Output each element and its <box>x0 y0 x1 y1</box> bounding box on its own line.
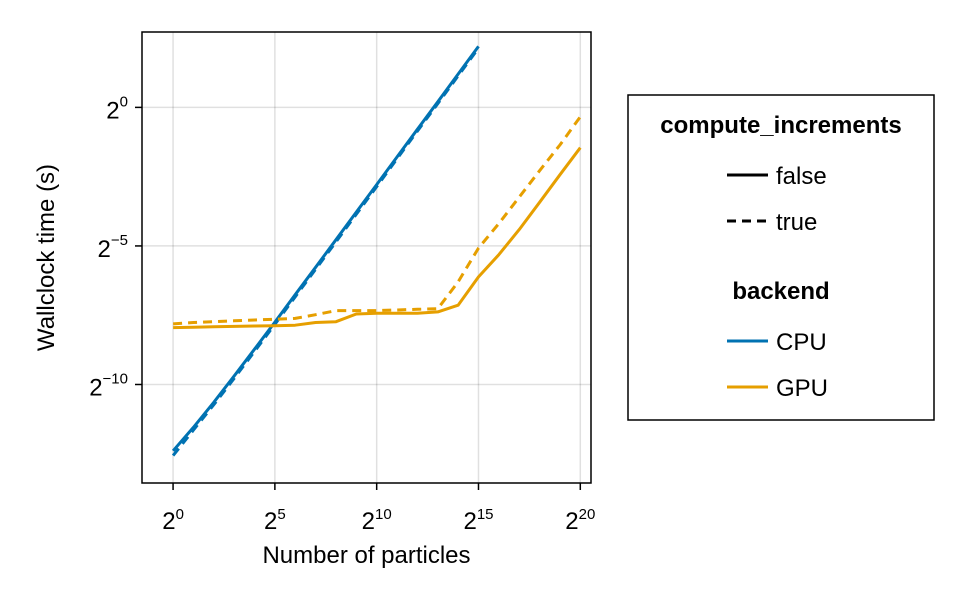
y-tick-label: 2−10 <box>89 370 128 401</box>
legend-entry-label: false <box>776 163 827 190</box>
x-tick-label: 25 <box>264 506 286 535</box>
plot-frame <box>141 31 592 484</box>
grid-lines <box>142 32 591 483</box>
x-tick-label: 215 <box>463 506 493 535</box>
x-axis-label: Number of particles <box>262 542 470 569</box>
x-tick-label: 20 <box>162 506 184 535</box>
series-line-gpu-false <box>173 146 582 330</box>
y-axis-label: Wallclock time (s) <box>33 164 60 351</box>
series-line-gpu-true <box>172 115 582 326</box>
series-line-cpu-true <box>171 47 480 457</box>
legend-entry-label: true <box>776 209 817 236</box>
legend-title: compute_increments <box>660 112 901 139</box>
y-tick-label: 2−5 <box>98 232 128 263</box>
y-tick-label: 20 <box>106 93 128 124</box>
x-axis-ticks: 20 25 210 215 220 <box>162 483 595 535</box>
legend-box <box>627 94 935 421</box>
series-lines <box>171 45 582 457</box>
legend-entry-label: CPU <box>776 329 827 356</box>
legend-title: backend <box>732 278 829 305</box>
legend-entry-label: GPU <box>776 375 828 402</box>
y-axis-ticks: 20 2−5 2−10 <box>89 93 142 401</box>
x-tick-label: 210 <box>362 506 392 535</box>
x-tick-label: 220 <box>565 506 595 535</box>
